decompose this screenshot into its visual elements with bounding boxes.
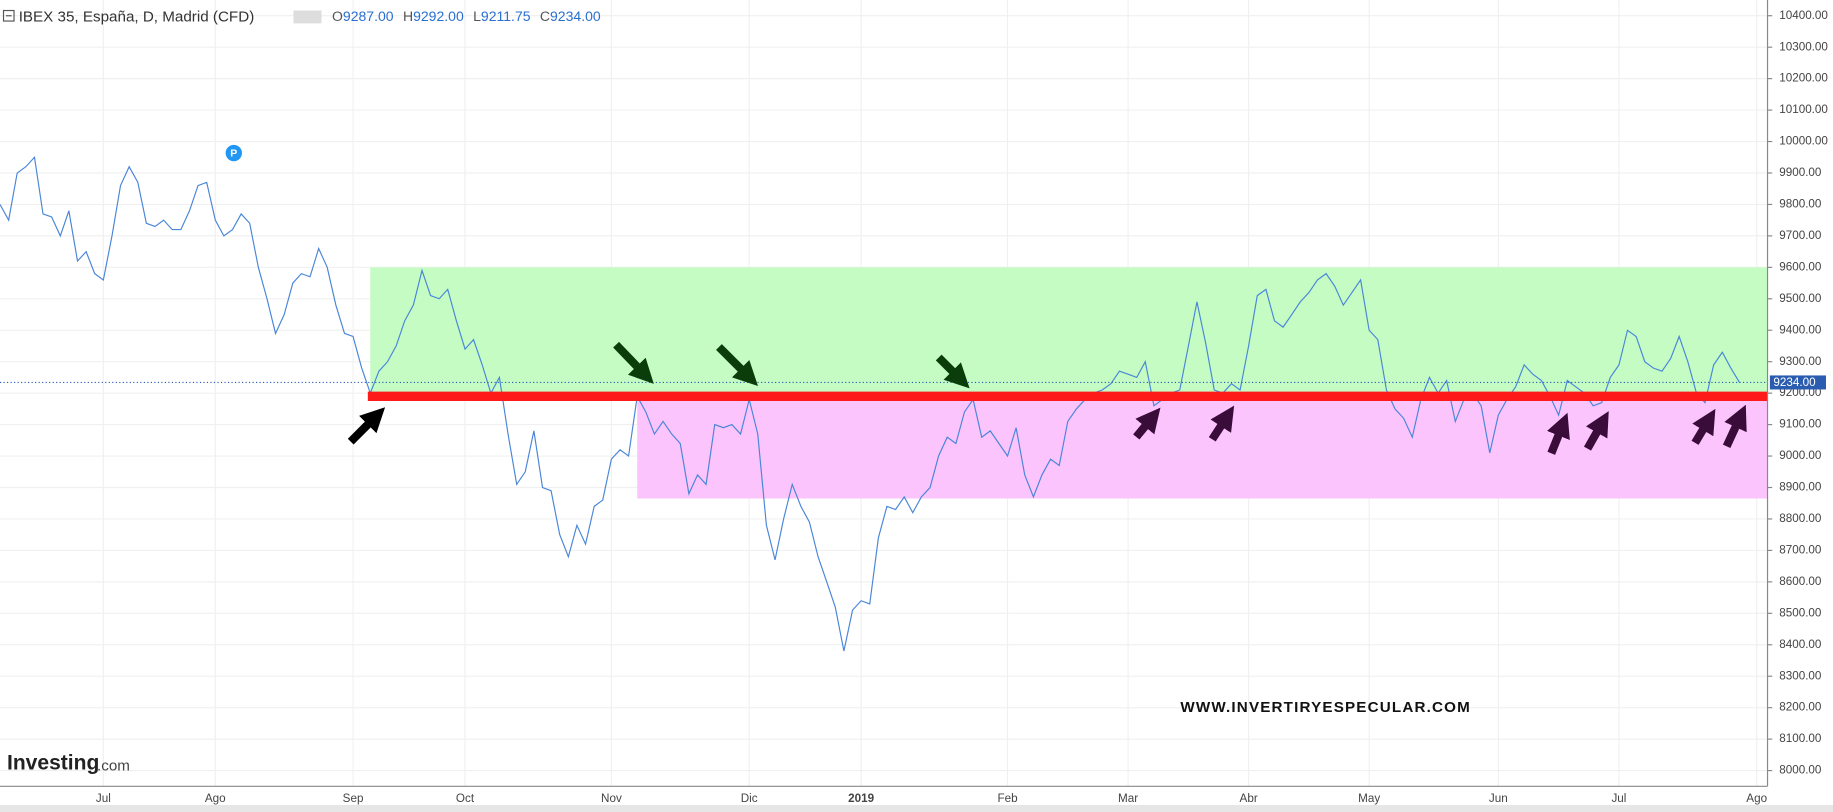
ohlc-value: 9234.00	[550, 8, 601, 24]
settings-icons[interactable]	[293, 10, 322, 24]
arrow	[613, 341, 654, 384]
y-tick-label: 9500.00	[1779, 292, 1822, 305]
y-tick-label: 9700.00	[1779, 229, 1822, 242]
x-tick-label: Dic	[741, 792, 758, 805]
x-tick-label: Mar	[1118, 792, 1138, 805]
chart-title: IBEX 35, España, D, Madrid (CFD)	[19, 9, 255, 26]
x-tick-label: Ago	[205, 792, 226, 805]
y-tick-label: 9000.00	[1779, 449, 1822, 462]
x-tick-label: Oct	[456, 792, 475, 805]
y-tick-label: 8600.00	[1779, 575, 1822, 588]
y-tick-label: 8700.00	[1779, 543, 1822, 556]
ohlc-value: 9287.00	[343, 8, 394, 24]
y-tick-label: 10400.00	[1779, 9, 1828, 22]
x-tick-label: Jul	[96, 792, 111, 805]
y-tick-label: 9400.00	[1779, 323, 1822, 336]
ohlc-legend: O 9287.00 H 9292.00 L 9211.75 C 9234.00	[332, 8, 601, 24]
x-tick-label: Jul	[1611, 792, 1626, 805]
event-marker-label: P	[230, 147, 237, 159]
collapse-icon[interactable]	[2, 9, 15, 22]
arrows	[347, 341, 1747, 455]
y-tick-label: 10000.00	[1779, 135, 1828, 148]
arrow	[716, 344, 759, 387]
x-tick-label: Ago	[1746, 792, 1767, 805]
y-tick-label: 9300.00	[1779, 355, 1822, 368]
x-tick-label: Jun	[1489, 792, 1508, 805]
y-axis-bg	[1767, 0, 1833, 812]
ohlc-label: L	[473, 8, 481, 24]
y-tick-label: 8500.00	[1779, 606, 1822, 619]
arrow	[347, 407, 386, 445]
y-tick-label: 8300.00	[1779, 669, 1822, 682]
y-tick-label: 10200.00	[1779, 72, 1828, 85]
x-tick-label: Sep	[343, 792, 364, 805]
watermark: WWW.INVERTIRYESPECULAR.COM	[1180, 699, 1471, 716]
y-tick-label: 8200.00	[1779, 701, 1822, 714]
y-tick-label: 10300.00	[1779, 40, 1828, 53]
ohlc-value: 9292.00	[413, 8, 464, 24]
y-tick-label: 8900.00	[1779, 481, 1822, 494]
x-tick-label: Nov	[601, 792, 622, 805]
y-tick-label: 10100.00	[1779, 103, 1828, 116]
last-price-box	[1769, 375, 1826, 390]
ohlc-label: H	[403, 8, 413, 24]
ohlc-value: 9211.75	[481, 8, 531, 24]
arrow	[1691, 408, 1716, 445]
x-tick-label: Feb	[997, 792, 1017, 805]
y-tick-label: 9900.00	[1779, 166, 1822, 179]
arrow	[1547, 412, 1570, 455]
zone	[637, 396, 1768, 499]
arrow	[1583, 411, 1609, 451]
y-tick-label: 9200.00	[1779, 386, 1822, 399]
x-tick-label: 2019	[848, 792, 874, 805]
logo-suffix: .com	[97, 757, 130, 774]
event-marker[interactable]	[225, 144, 242, 162]
y-tick-label: 8000.00	[1779, 764, 1822, 777]
y-tick-label: 8800.00	[1779, 512, 1822, 525]
arrow	[1208, 405, 1235, 442]
zone	[370, 267, 1768, 394]
x-tick-label: Abr	[1240, 792, 1258, 805]
ohlc-label: O	[332, 8, 343, 24]
y-tick-label: 9800.00	[1779, 198, 1822, 211]
logo-main: Investing	[7, 752, 99, 775]
arrow	[935, 354, 970, 389]
y-tick-label: 9100.00	[1779, 418, 1822, 431]
ohlc-label: C	[540, 8, 550, 24]
last-price-label: 9234.00	[1773, 376, 1816, 389]
y-tick-label: 9600.00	[1779, 260, 1822, 273]
y-tick-label: 8100.00	[1779, 732, 1822, 745]
arrow	[1722, 404, 1747, 449]
scrollbar	[0, 804, 1833, 812]
x-tick-label: May	[1358, 792, 1380, 805]
y-tick-label: 8400.00	[1779, 638, 1822, 651]
arrow	[1133, 407, 1161, 440]
